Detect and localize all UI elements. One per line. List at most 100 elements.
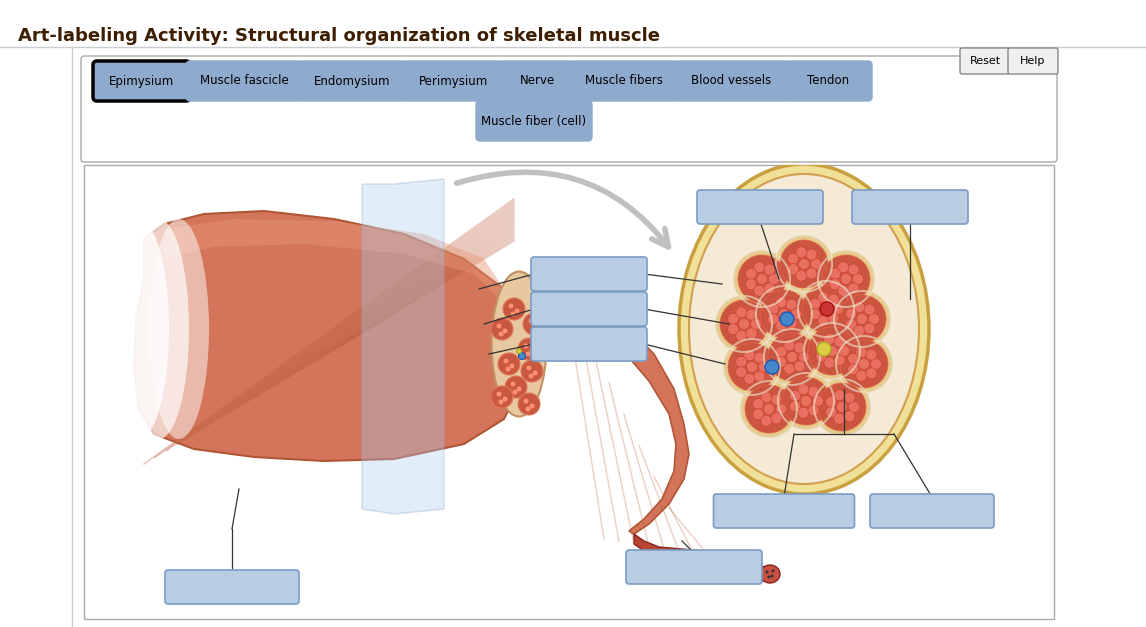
Circle shape (776, 404, 786, 414)
Text: Muscle fascicle: Muscle fascicle (201, 75, 289, 88)
Circle shape (505, 367, 510, 372)
Circle shape (808, 327, 856, 375)
Circle shape (746, 268, 756, 279)
Circle shape (736, 367, 747, 377)
FancyBboxPatch shape (870, 494, 994, 528)
Circle shape (854, 325, 865, 336)
Circle shape (843, 411, 855, 422)
Circle shape (808, 405, 819, 416)
Circle shape (499, 353, 520, 375)
FancyBboxPatch shape (299, 61, 406, 101)
Circle shape (518, 393, 540, 415)
Circle shape (738, 319, 749, 330)
Polygon shape (634, 534, 769, 581)
Circle shape (496, 324, 502, 329)
Circle shape (776, 297, 787, 308)
Circle shape (720, 300, 768, 348)
Circle shape (753, 409, 763, 419)
FancyBboxPatch shape (476, 101, 592, 141)
FancyBboxPatch shape (531, 327, 647, 361)
Circle shape (768, 576, 770, 579)
FancyBboxPatch shape (531, 292, 647, 326)
Circle shape (503, 298, 525, 320)
Circle shape (858, 359, 870, 369)
Circle shape (784, 340, 795, 350)
FancyBboxPatch shape (81, 56, 1057, 162)
Circle shape (746, 309, 758, 320)
Circle shape (824, 334, 834, 345)
Text: Tendon: Tendon (807, 75, 849, 88)
Circle shape (824, 357, 834, 368)
Circle shape (521, 360, 543, 382)
Circle shape (766, 360, 779, 374)
Circle shape (827, 313, 839, 324)
Circle shape (810, 298, 821, 309)
Circle shape (505, 376, 527, 398)
Ellipse shape (492, 271, 547, 416)
Circle shape (871, 359, 881, 369)
Circle shape (526, 406, 531, 411)
Circle shape (531, 327, 535, 332)
Circle shape (771, 569, 775, 572)
Text: Endomysium: Endomysium (314, 75, 391, 88)
Circle shape (838, 295, 886, 343)
Circle shape (839, 345, 849, 357)
Circle shape (798, 407, 809, 418)
FancyBboxPatch shape (626, 550, 762, 584)
FancyBboxPatch shape (960, 48, 1010, 74)
FancyBboxPatch shape (531, 257, 647, 291)
Circle shape (808, 386, 819, 397)
FancyBboxPatch shape (785, 61, 872, 101)
Circle shape (786, 318, 796, 329)
Circle shape (866, 368, 877, 379)
Circle shape (517, 349, 521, 354)
Circle shape (736, 330, 747, 341)
Circle shape (760, 290, 808, 338)
Circle shape (843, 392, 855, 403)
FancyBboxPatch shape (714, 494, 855, 528)
Circle shape (810, 308, 821, 320)
Circle shape (736, 307, 747, 318)
Circle shape (768, 303, 778, 314)
Circle shape (784, 363, 795, 374)
Circle shape (818, 315, 829, 326)
Circle shape (853, 273, 863, 285)
Text: Nerve: Nerve (520, 75, 556, 88)
Circle shape (834, 390, 845, 401)
Circle shape (832, 303, 843, 315)
Circle shape (838, 285, 849, 296)
Circle shape (764, 329, 821, 385)
Circle shape (837, 401, 848, 413)
Circle shape (746, 279, 756, 290)
Circle shape (821, 302, 834, 316)
Circle shape (529, 404, 534, 409)
Circle shape (818, 251, 874, 307)
FancyBboxPatch shape (93, 61, 190, 101)
Circle shape (827, 294, 839, 305)
Circle shape (524, 399, 528, 404)
Circle shape (529, 349, 534, 354)
Ellipse shape (760, 565, 780, 583)
FancyBboxPatch shape (1008, 48, 1058, 74)
Circle shape (798, 281, 854, 337)
Circle shape (502, 396, 508, 401)
Ellipse shape (149, 219, 209, 439)
Circle shape (798, 384, 809, 395)
Circle shape (813, 396, 824, 406)
Circle shape (817, 342, 831, 356)
Circle shape (728, 343, 776, 391)
Circle shape (795, 270, 807, 281)
Text: Art-labeling Activity: Structural organization of skeletal muscle: Art-labeling Activity: Structural organi… (18, 27, 660, 45)
Circle shape (821, 303, 832, 315)
Circle shape (806, 249, 817, 260)
Text: Epimysium: Epimysium (109, 75, 174, 88)
Circle shape (733, 251, 790, 307)
Ellipse shape (129, 219, 189, 439)
Circle shape (848, 353, 858, 364)
Circle shape (799, 352, 809, 362)
Circle shape (804, 323, 860, 379)
Circle shape (780, 240, 829, 288)
Circle shape (764, 264, 775, 275)
Circle shape (826, 345, 838, 357)
Circle shape (763, 404, 775, 414)
